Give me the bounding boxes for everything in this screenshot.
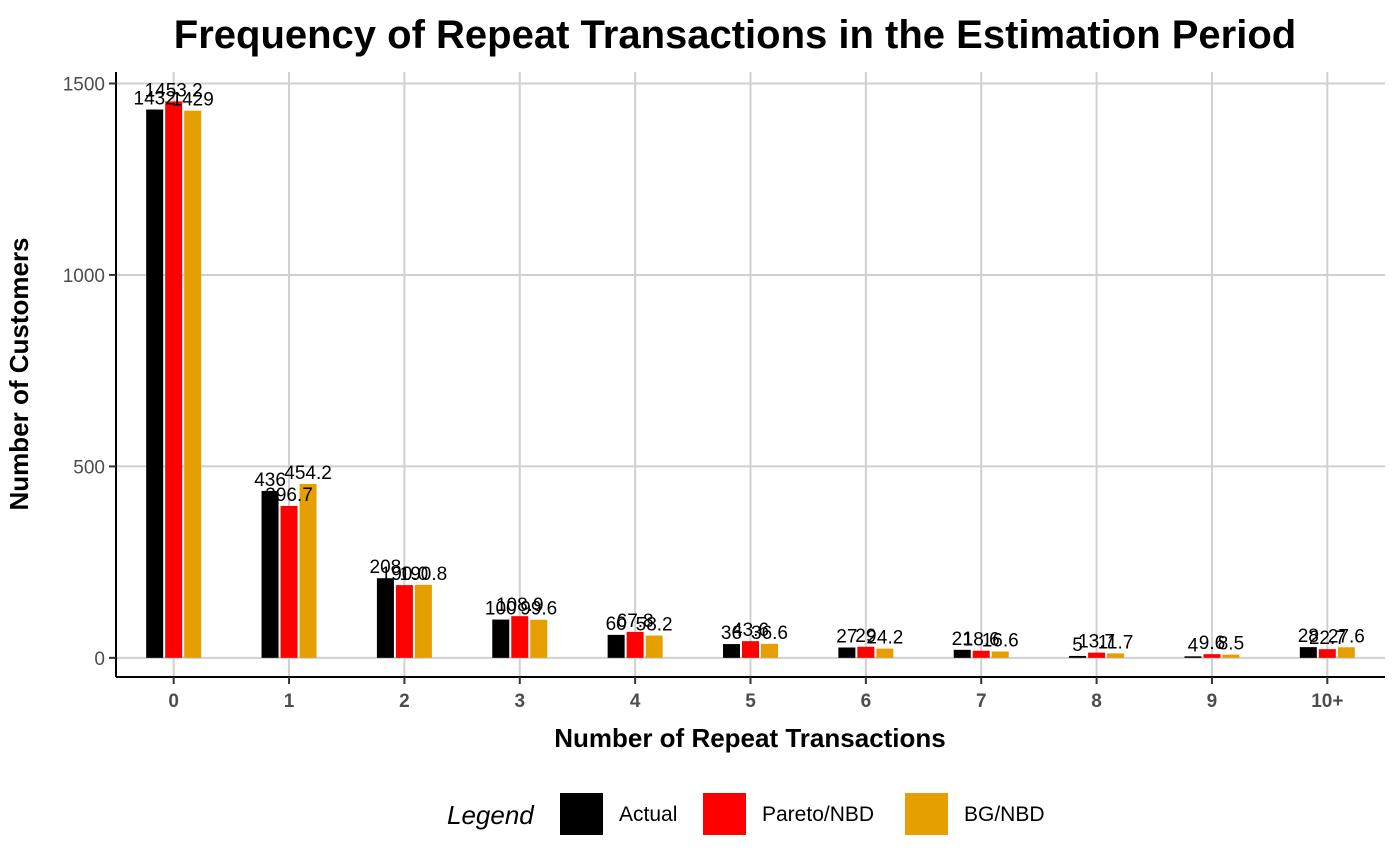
data-label: 36 [721, 623, 742, 644]
data-label: 190.0 [381, 564, 429, 585]
data-label: 67.8 [617, 611, 654, 632]
data-label: 190.8 [400, 564, 448, 585]
bar-pareto-nbd [511, 616, 529, 658]
bar-bg-nbd [299, 483, 317, 658]
x-axis-ticks: 0 1 2 3 4 5 6 7 8 9 10+ [168, 677, 1343, 712]
data-label: 5 [1072, 635, 1083, 656]
x-tick-label: 2 [399, 691, 410, 712]
data-label: 436 [254, 470, 286, 491]
data-label: 36.6 [751, 623, 788, 644]
x-tick-label: 9 [1207, 691, 1218, 712]
data-label: 16.6 [982, 630, 1019, 651]
legend-swatch [560, 793, 603, 835]
x-tick-label: 6 [861, 691, 872, 712]
legend-swatch [905, 793, 948, 835]
data-label: 24.2 [866, 628, 903, 649]
bar-actual [1184, 656, 1202, 658]
bar-bg-nbd [414, 584, 432, 658]
data-label: 9.6 [1199, 633, 1225, 654]
bar-pareto-nbd [165, 101, 183, 658]
y-tick-label: 1000 [63, 266, 105, 287]
bars [146, 101, 1355, 658]
bar-bg-nbd [1222, 654, 1240, 658]
bar-bg-nbd [530, 619, 548, 658]
legend-items: Actual Pareto/NBD BG/NBD [560, 793, 1045, 835]
data-label: 11.7 [1098, 632, 1134, 653]
bar-actual [838, 647, 856, 658]
chart-title: Frequency of Repeat Transactions in the … [174, 13, 1296, 57]
bar-pareto-nbd [1318, 649, 1336, 658]
data-label: 208 [370, 557, 402, 578]
data-labels: 1432 436 208 100 60 36 27 21 5 4 28 1453.2 396.7 190.… [134, 80, 1365, 656]
y-tick-label: 1500 [63, 74, 105, 95]
bar-actual [146, 109, 164, 658]
data-label: 99.6 [520, 599, 557, 620]
bar-pareto-nbd [857, 646, 875, 658]
x-tick-label: 10+ [1311, 691, 1343, 712]
x-tick-label: 4 [630, 691, 641, 712]
data-label: 58.2 [636, 615, 673, 636]
data-label: 1453.2 [145, 80, 203, 101]
data-label: 4 [1188, 635, 1199, 656]
bar-bg-nbd [184, 110, 202, 658]
x-tick-label: 0 [168, 691, 179, 712]
data-label: 29 [855, 626, 876, 647]
legend-label: Actual [619, 803, 677, 826]
bar-pareto-nbd [1203, 654, 1221, 658]
legend-label: Pareto/NBD [762, 803, 874, 826]
data-label: 21 [952, 629, 973, 650]
data-label: 43.6 [732, 620, 769, 641]
x-tick-label: 7 [976, 691, 987, 712]
bar-pareto-nbd [742, 641, 759, 658]
data-label: 8.5 [1218, 634, 1244, 655]
x-tick-label: 1 [284, 691, 295, 712]
bar-actual [953, 649, 971, 658]
legend-title: Legend [447, 800, 535, 830]
bar-actual [261, 490, 279, 658]
bar-actual [376, 578, 394, 658]
data-label: 1429 [172, 90, 214, 111]
y-axis-ticks: 0 500 1000 1500 [63, 74, 116, 670]
bar-pareto-nbd [626, 631, 644, 658]
data-label: 108.9 [496, 595, 544, 616]
data-label: 22.7 [1309, 628, 1346, 649]
bar-actual [723, 644, 740, 658]
data-label: 18.6 [963, 630, 1000, 651]
legend: Legend Actual Pareto/NBD BG/NBD [447, 793, 1045, 835]
bar-bg-nbd [991, 651, 1009, 658]
data-label: 13.7 [1078, 632, 1115, 653]
data-label: 396.7 [265, 485, 313, 506]
data-label: 454.2 [284, 463, 332, 484]
bar-bg-nbd [645, 635, 663, 658]
data-label: 27.6 [1328, 626, 1365, 647]
bar-pareto-nbd [972, 650, 990, 658]
data-label: 1432 [134, 89, 176, 110]
legend-label: BG/NBD [964, 803, 1045, 826]
x-axis-title: Number of Repeat Transactions [554, 723, 946, 753]
x-tick-label: 3 [514, 691, 525, 712]
data-label: 60 [606, 614, 627, 635]
bar-pareto-nbd [280, 505, 298, 658]
grid-lines [116, 72, 1385, 677]
data-label: 28 [1298, 626, 1319, 647]
bar-actual [492, 619, 510, 658]
bar-pareto-nbd [1088, 652, 1106, 658]
data-label: 27 [836, 627, 857, 648]
bar-pareto-nbd [395, 585, 413, 658]
bar-bg-nbd [1107, 653, 1125, 658]
y-tick-label: 500 [73, 457, 105, 478]
y-axis-title: Number of Customers [4, 237, 34, 510]
bar-actual [607, 634, 625, 658]
data-label: 100 [485, 599, 517, 620]
x-tick-label: 5 [745, 691, 756, 712]
bar-actual [1299, 647, 1317, 658]
y-tick-label: 0 [94, 649, 105, 670]
bar-actual [1069, 655, 1087, 658]
bar-bg-nbd [761, 643, 778, 658]
bar-bg-nbd [876, 648, 894, 658]
x-tick-label: 8 [1091, 691, 1102, 712]
legend-swatch [703, 793, 746, 835]
bar-bg-nbd [1337, 647, 1355, 658]
